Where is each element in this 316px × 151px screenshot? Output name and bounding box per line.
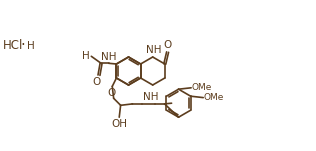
Text: H: H [82,51,90,61]
Text: OMe: OMe [204,93,224,102]
Text: O: O [163,40,172,50]
Text: ·: · [21,39,25,53]
Text: O: O [93,77,101,87]
Text: H: H [27,41,35,51]
Text: HCl: HCl [3,40,23,53]
Text: NH: NH [146,45,161,55]
Text: NH: NH [101,52,117,62]
Text: NH: NH [143,92,158,102]
Text: OMe: OMe [191,83,212,92]
Text: OH: OH [111,119,127,129]
Text: O: O [108,88,116,98]
